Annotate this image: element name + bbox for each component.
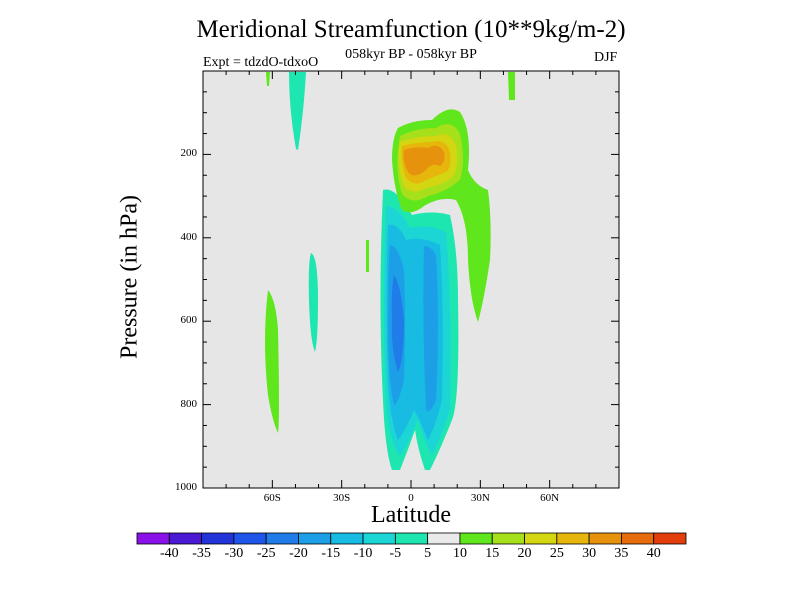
- colorbar-level-label: -15: [321, 546, 341, 561]
- contour-small-positive: [366, 240, 369, 272]
- colorbar: [136, 532, 687, 545]
- colorbar-level-label: 10: [452, 546, 467, 561]
- colorbar-swatch: [556, 532, 590, 545]
- y-axis-label: Pressure (in hPa): [116, 195, 143, 359]
- colorbar-level-label: -25: [256, 546, 276, 561]
- x-tick-label: 60N: [540, 492, 560, 504]
- x-axis-label: Latitude: [371, 502, 451, 528]
- experiment-label: Expt = tdzdO-tdxoO: [203, 55, 319, 70]
- contour-tropical-negative-l5: [391, 275, 404, 372]
- chart-subtitle: 058kyr BP - 058kyr BP: [345, 47, 477, 62]
- colorbar-level-label: -35: [192, 546, 211, 561]
- colorbar-level-label: -5: [389, 546, 402, 561]
- colorbar-level-label: 30: [582, 546, 597, 561]
- contour-nh-positive-l5: [403, 145, 445, 176]
- colorbar-level-label: -30: [224, 546, 244, 561]
- colorbar-swatch: [233, 532, 267, 545]
- x-tick-label: 60S: [263, 492, 281, 504]
- axis-ticks: [203, 71, 619, 488]
- y-tick-label: 800: [180, 397, 198, 410]
- colorbar-swatch: [298, 532, 332, 545]
- colorbar-swatch: [168, 532, 202, 545]
- contour-sh-positive-top: [266, 72, 270, 86]
- colorbar-level-label: 5: [424, 546, 432, 561]
- contour-sh-negative-top: [289, 72, 306, 150]
- colorbar-swatch: [427, 532, 461, 545]
- y-tick-label: 200: [180, 147, 198, 160]
- colorbar-swatch: [394, 532, 429, 545]
- x-tick-label: 0: [408, 492, 414, 504]
- x-tick-label: 30N: [470, 492, 490, 504]
- colorbar-level-label: 15: [485, 546, 500, 561]
- colorbar-swatch: [201, 532, 235, 545]
- colorbar-swatch: [330, 532, 364, 545]
- y-tick-label: 600: [180, 314, 198, 327]
- contour-sh-positive-band: [265, 290, 279, 433]
- colorbar-level-label: 35: [614, 546, 629, 561]
- x-tick-label: 30S: [333, 492, 351, 504]
- season-label: DJF: [594, 50, 618, 65]
- contour-tropical-negative-l4b: [423, 246, 438, 412]
- colorbar-swatch: [265, 532, 299, 545]
- colorbar-swatch: [524, 532, 558, 545]
- colorbar-level-label: 40: [646, 546, 661, 561]
- chart-title: Meridional Streamfunction (10**9kg/m-2): [196, 16, 626, 43]
- colorbar-level-label: -20: [289, 546, 308, 561]
- colorbar-level-label: 20: [517, 546, 532, 561]
- colorbar-swatch: [136, 532, 170, 545]
- y-tick-label: 400: [180, 230, 198, 243]
- contour-sh-negative-mid: [308, 253, 318, 352]
- y-tick-label: 1000: [175, 481, 197, 493]
- colorbar-swatch: [362, 532, 396, 545]
- colorbar-swatch: [653, 532, 687, 545]
- colorbar-swatch: [459, 532, 493, 545]
- contour-nh-positive-top: [508, 72, 515, 100]
- colorbar-level-label: 25: [549, 546, 564, 561]
- colorbar-level-label: -40: [159, 546, 179, 561]
- contour-fills: [265, 72, 515, 471]
- colorbar-swatch: [621, 532, 655, 545]
- colorbar-level-label: -10: [353, 546, 373, 561]
- colorbar-swatch: [491, 532, 525, 545]
- colorbar-swatch: [588, 532, 622, 545]
